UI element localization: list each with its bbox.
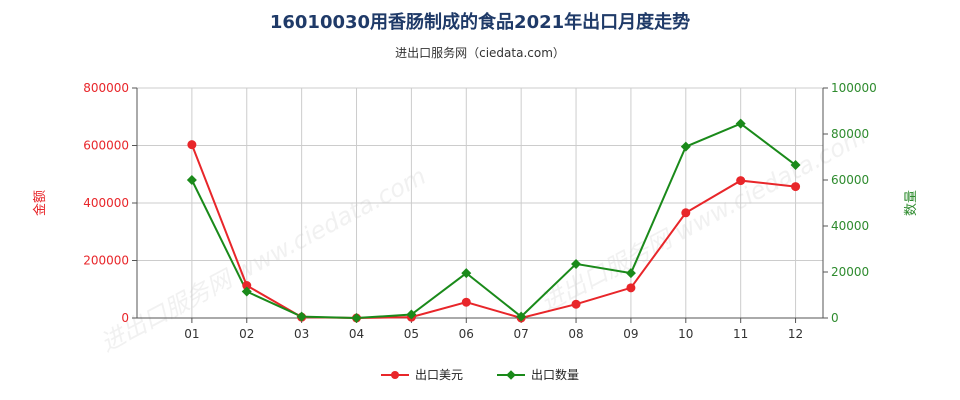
point-qty [186, 175, 197, 185]
right-tick-label: 0 [831, 311, 839, 325]
point-qty [735, 118, 746, 129]
point-value [626, 283, 636, 293]
right-tick-label: 80000 [831, 127, 869, 141]
legend-swatch-value [380, 370, 409, 380]
point-qty [571, 258, 582, 269]
x-tick-label: 02 [239, 327, 254, 341]
right-tick-label: 20000 [831, 265, 869, 279]
series-line-qty [190, 122, 797, 320]
left-tick-label: 400000 [83, 196, 129, 210]
x-tick-label: 09 [623, 327, 638, 341]
left-tick-label: 600000 [83, 139, 129, 153]
point-value [187, 140, 197, 150]
point-value [681, 208, 691, 218]
x-tick-label: 11 [733, 327, 748, 341]
point-qty [351, 313, 362, 323]
series-line-value [190, 144, 796, 320]
point-qty [241, 286, 252, 297]
left-tick-label: 200000 [83, 254, 129, 268]
point-qty [680, 141, 691, 152]
point-value [571, 299, 581, 309]
x-tick-label: 12 [788, 327, 803, 341]
right-tick-label: 100000 [831, 81, 877, 95]
x-tick-label: 08 [568, 327, 583, 341]
chart-subtitle: 进出口服务网（ciedata.com） [395, 46, 565, 60]
x-tick-label: 10 [678, 327, 693, 341]
x-tick-label: 07 [514, 327, 529, 341]
right-tick-label: 40000 [831, 219, 869, 233]
point-qty [406, 309, 417, 320]
x-tick-label: 04 [349, 327, 364, 341]
point-value [461, 297, 471, 307]
legend-label-value: 出口美元 [414, 368, 463, 382]
point-value [242, 281, 252, 291]
point-qty [461, 268, 472, 279]
right-axis-label: 数量 [904, 190, 919, 216]
point-qty [296, 311, 307, 322]
point-value [791, 182, 801, 192]
legend-label-qty: 出口数量 [531, 368, 580, 382]
point-qty [516, 311, 527, 322]
left-axis-label: 金额 [32, 190, 48, 216]
x-tick-label: 06 [459, 327, 474, 341]
chart-title: 16010030用香肠制成的食品2021年出口月度走势 [269, 12, 691, 33]
point-value [736, 176, 746, 186]
left-tick-label: 800000 [83, 81, 129, 95]
x-tick-label: 03 [294, 327, 309, 341]
legend-item-qty[interactable]: 出口数量 [497, 366, 579, 383]
left-tick-label: 0 [121, 311, 129, 325]
point-qty [625, 268, 636, 279]
legend: 出口美元 出口数量 [0, 366, 960, 383]
legend-item-value[interactable]: 出口美元 [380, 366, 463, 383]
right-tick-label: 60000 [831, 173, 869, 187]
point-qty [790, 160, 801, 171]
x-tick-label: 01 [184, 327, 199, 341]
legend-swatch-qty [497, 370, 525, 380]
x-tick-label: 05 [404, 327, 419, 341]
